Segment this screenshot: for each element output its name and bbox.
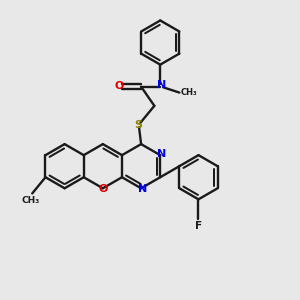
Text: F: F bbox=[195, 221, 202, 231]
Text: CH₃: CH₃ bbox=[22, 196, 40, 205]
Text: CH₃: CH₃ bbox=[181, 88, 197, 97]
Text: N: N bbox=[157, 80, 166, 90]
Text: O: O bbox=[115, 81, 124, 91]
Text: O: O bbox=[98, 184, 107, 194]
Text: N: N bbox=[138, 184, 147, 194]
Text: S: S bbox=[134, 120, 142, 130]
Text: N: N bbox=[157, 149, 166, 159]
